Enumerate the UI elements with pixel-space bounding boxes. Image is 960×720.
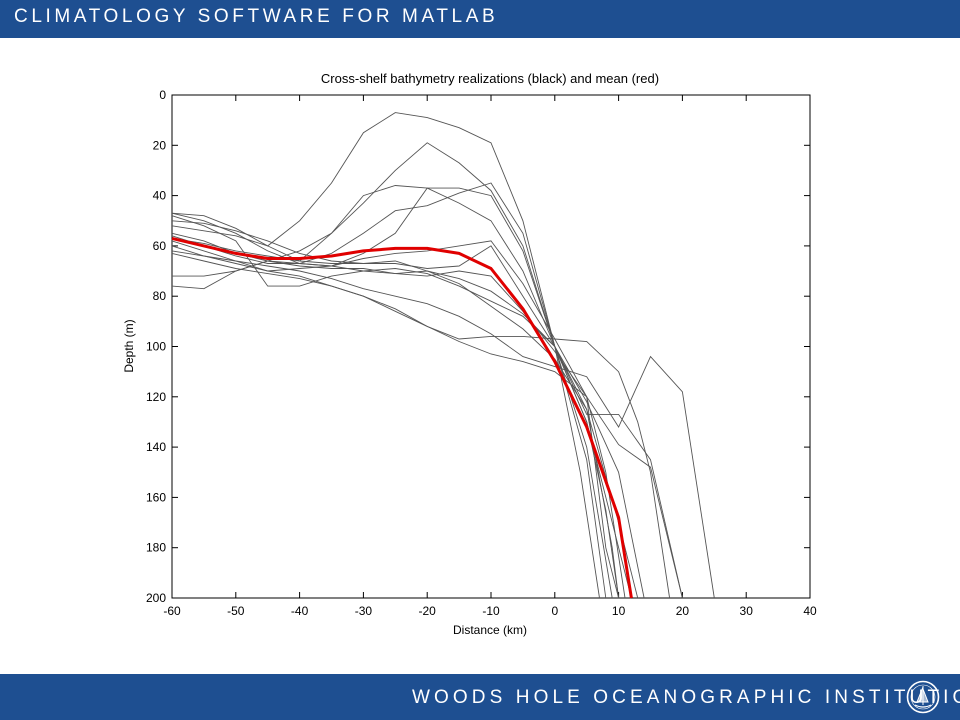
y-axis-label: Depth (m) <box>122 319 136 372</box>
y-tick-label: 0 <box>159 88 166 102</box>
y-tick-labels: 0 20 40 60 80 100 120 140 160 180 200 <box>146 88 166 605</box>
x-axis-label: Distance (km) <box>453 623 527 637</box>
x-tick-label: -40 <box>291 604 309 618</box>
y-tick-label: 40 <box>153 189 167 203</box>
chart-title: Cross-shelf bathymetry realizations (bla… <box>321 71 659 86</box>
y-tick-label: 60 <box>153 239 167 253</box>
x-tick-label: 0 <box>551 604 558 618</box>
mean-line-group <box>171 236 633 599</box>
realization-lines <box>171 112 715 599</box>
realization-line-14 <box>171 237 639 599</box>
x-tick-label: -60 <box>163 604 181 618</box>
bottom-banner: WOODS HOLE OCEANOGRAPHIC INSTITUTION <box>0 674 960 720</box>
mean-line <box>171 236 633 599</box>
y-tick-label: 100 <box>146 340 166 354</box>
x-tick-label: 20 <box>676 604 690 618</box>
header-title: CLIMATOLOGY SOFTWARE FOR MATLAB <box>14 6 499 27</box>
y-tick-label: 120 <box>146 390 166 404</box>
y-tick-label: 200 <box>146 591 166 605</box>
x-tick-label: 30 <box>740 604 754 618</box>
axis-ticks <box>171 94 811 599</box>
y-tick-label: 80 <box>153 289 167 303</box>
x-tick-label: -30 <box>355 604 373 618</box>
y-tick-label: 20 <box>153 138 167 152</box>
footer-title: WOODS HOLE OCEANOGRAPHIC INSTITUTION <box>412 687 960 708</box>
realization-line-6 <box>171 240 620 599</box>
whoi-seal-icon <box>906 680 940 714</box>
y-tick-label: 140 <box>146 440 166 454</box>
realization-line-4 <box>171 187 607 599</box>
realization-line-11 <box>171 260 620 599</box>
x-tick-label: -10 <box>482 604 500 618</box>
realization-line-7 <box>171 220 632 599</box>
realization-line-10 <box>171 252 683 599</box>
y-tick-label: 180 <box>146 541 166 555</box>
y-tick-label: 160 <box>146 490 166 504</box>
realization-line-13 <box>171 215 645 599</box>
x-tick-label: -20 <box>419 604 437 618</box>
x-tick-label: -50 <box>227 604 245 618</box>
bathymetry-chart: Cross-shelf bathymetry realizations (bla… <box>122 71 817 637</box>
plot-area <box>171 94 811 599</box>
x-tick-label: 10 <box>612 604 626 618</box>
x-tick-labels: -60 -50 -40 -30 -20 -10 0 10 20 30 40 <box>163 604 817 618</box>
top-banner: CLIMATOLOGY SOFTWARE FOR MATLAB <box>0 0 960 38</box>
realization-line-9 <box>171 250 715 599</box>
realization-line-8 <box>171 240 671 599</box>
x-tick-label: 40 <box>803 604 817 618</box>
realization-line-3 <box>171 182 600 599</box>
